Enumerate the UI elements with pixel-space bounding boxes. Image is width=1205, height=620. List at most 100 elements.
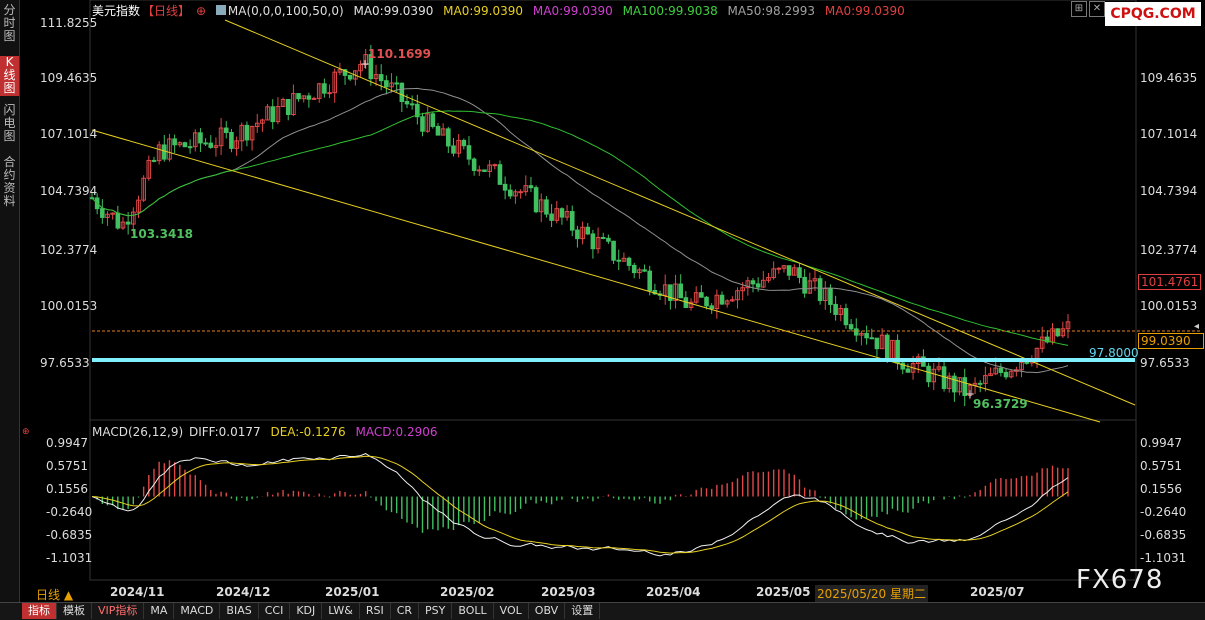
candle-body bbox=[270, 106, 276, 123]
ma-value-3: MA0:99.0390 bbox=[532, 4, 613, 18]
candle-body bbox=[668, 284, 673, 301]
candle-body bbox=[993, 367, 999, 375]
tab-template[interactable]: 模板 bbox=[57, 603, 92, 619]
tab-contract-info[interactable]: 合约资料 bbox=[3, 155, 16, 208]
candle-body bbox=[745, 280, 751, 289]
tab-kline[interactable]: K线图 bbox=[0, 56, 19, 96]
price-axis-right-1: 107.1014 bbox=[1140, 127, 1198, 141]
tab-vol[interactable]: VOL bbox=[494, 603, 529, 619]
level-tag: 101.4761 bbox=[1138, 274, 1202, 290]
candle-body bbox=[792, 267, 797, 276]
candle-body bbox=[435, 125, 441, 136]
candle-body bbox=[678, 283, 683, 299]
candle-body bbox=[575, 229, 580, 240]
tab-flash-chart[interactable]: 闪电图 bbox=[3, 103, 16, 143]
price-axis-left-1: 109.4635 bbox=[40, 71, 98, 85]
tab-macd[interactable]: MACD bbox=[174, 603, 221, 619]
macd-axis-left-1: 0.5751 bbox=[46, 459, 88, 473]
macd-dea: DEA:-0.1276 bbox=[270, 425, 346, 439]
candle-body bbox=[291, 93, 296, 116]
candle-body bbox=[384, 80, 389, 88]
candle-body bbox=[430, 113, 436, 127]
candle-body bbox=[368, 54, 374, 80]
date-label-4: 2025/03 bbox=[541, 585, 596, 599]
tab-kdj[interactable]: KDJ bbox=[290, 603, 323, 619]
date-label-2: 2025/01 bbox=[325, 585, 380, 599]
date-label-6: 2025/05 bbox=[756, 585, 811, 599]
macd-dea-line bbox=[91, 455, 1069, 554]
price-axis-left-0: 111.8255 bbox=[40, 16, 98, 30]
trendline-lower bbox=[91, 129, 1101, 423]
candle-body bbox=[342, 69, 348, 76]
candle-body bbox=[203, 142, 208, 145]
period-label[interactable]: 【日线】 bbox=[142, 4, 191, 18]
current-price-tag: 99.0390 bbox=[1138, 333, 1204, 349]
candle-body bbox=[378, 74, 384, 82]
tab-bias[interactable]: BIAS bbox=[220, 603, 259, 619]
candle-body bbox=[616, 259, 622, 262]
candle-body bbox=[554, 208, 560, 221]
candle-body bbox=[105, 213, 110, 218]
macd-axis-left-5: -1.1031 bbox=[46, 551, 93, 565]
watermark-logo: FX678 bbox=[1076, 565, 1164, 595]
macd-settings-icon[interactable]: ⊕ bbox=[22, 427, 30, 437]
tab-rsi[interactable]: RSI bbox=[360, 603, 391, 619]
add-icon[interactable]: ⊕ bbox=[196, 4, 207, 18]
candle-body bbox=[699, 292, 704, 298]
tab-obv[interactable]: OBV bbox=[529, 603, 566, 619]
symbol-name: 美元指数 bbox=[92, 4, 141, 18]
grid-icon[interactable]: ⊞ bbox=[1071, 1, 1087, 17]
candle-body bbox=[440, 128, 446, 136]
candle-body bbox=[1060, 328, 1066, 337]
candle-body bbox=[544, 199, 549, 215]
candle-body bbox=[585, 226, 591, 235]
candle-body bbox=[151, 159, 157, 162]
candle-body bbox=[853, 328, 859, 336]
candle-body bbox=[115, 212, 121, 229]
tab-indicator[interactable]: 指标 bbox=[22, 603, 57, 619]
ma-value-50: MA50:98.2993 bbox=[727, 4, 816, 18]
tab-cci[interactable]: CCI bbox=[259, 603, 291, 619]
price-axis-right-5: 97.6533 bbox=[1140, 356, 1190, 370]
candle-body bbox=[786, 265, 792, 276]
candle-body bbox=[296, 93, 301, 100]
tab-settings[interactable]: 设置 bbox=[565, 603, 601, 619]
tab-timeshare[interactable]: 分时图 bbox=[3, 3, 16, 43]
candle-body bbox=[662, 284, 668, 296]
candle-body bbox=[482, 169, 487, 172]
tab-cr[interactable]: CR bbox=[391, 603, 420, 619]
candle-body bbox=[146, 159, 152, 179]
candle-body bbox=[399, 82, 405, 103]
candle-body bbox=[962, 377, 968, 397]
candle-body bbox=[265, 106, 270, 121]
tab-psy[interactable]: PSY bbox=[419, 603, 453, 619]
candle-body bbox=[724, 300, 730, 305]
close-icon[interactable]: ✕ bbox=[1089, 1, 1105, 17]
candle-body bbox=[797, 267, 802, 278]
tab-ma[interactable]: MA bbox=[144, 603, 175, 619]
candle-body bbox=[936, 366, 942, 370]
candle-body bbox=[931, 368, 937, 383]
tab-boll[interactable]: BOLL bbox=[452, 603, 494, 619]
chart-canvas[interactable]: ++ bbox=[20, 0, 1205, 602]
plot-border bbox=[89, 0, 1137, 581]
period-switch[interactable]: 日线 ▲ bbox=[36, 586, 73, 603]
price-axis-left-2: 107.1014 bbox=[40, 127, 98, 141]
ma-value-1: MA0:99.0390 bbox=[353, 4, 434, 18]
tab-vip-indicator[interactable]: VIP指标 bbox=[92, 603, 145, 619]
candle-body bbox=[182, 142, 188, 148]
candle-body bbox=[471, 158, 477, 171]
ma-settings-icon[interactable] bbox=[215, 5, 226, 15]
candle-body bbox=[812, 278, 818, 282]
candle-body bbox=[451, 145, 456, 154]
macd-axis-left-4: -0.6835 bbox=[46, 528, 93, 542]
candle-body bbox=[600, 236, 606, 239]
macd-params: MACD(26,12,9) bbox=[92, 425, 184, 439]
candle-body bbox=[125, 221, 131, 225]
candle-body bbox=[946, 375, 952, 389]
candle-body bbox=[1024, 361, 1029, 364]
candle-body bbox=[750, 280, 756, 285]
candle-body bbox=[487, 164, 492, 172]
candle-body bbox=[879, 334, 885, 350]
tab-lw[interactable]: LW& bbox=[322, 603, 360, 619]
